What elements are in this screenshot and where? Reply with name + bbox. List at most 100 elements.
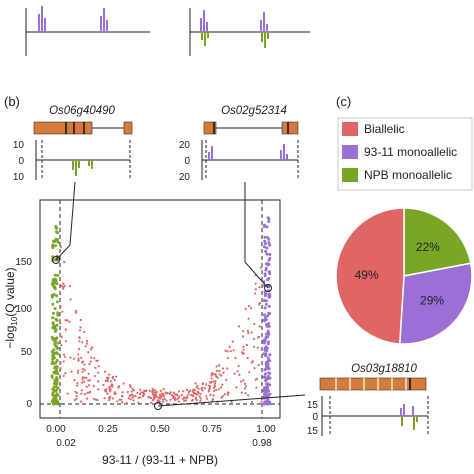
legend-swatch-npb xyxy=(342,168,358,182)
scatter-point xyxy=(267,322,271,325)
scatter-point xyxy=(59,361,62,364)
scatter-point xyxy=(85,376,88,379)
scatter-point xyxy=(202,382,205,385)
scatter-point xyxy=(265,246,269,250)
scatter-point xyxy=(267,237,271,241)
scatter-point xyxy=(92,385,95,388)
scatter-point xyxy=(51,316,55,320)
scatter-point xyxy=(218,373,221,376)
scatter-point xyxy=(215,388,218,391)
scatter-point xyxy=(210,380,213,384)
scatter-point xyxy=(226,357,229,360)
scatter-point xyxy=(134,395,137,398)
scatter-point xyxy=(91,346,94,349)
scatter-point xyxy=(89,348,92,351)
scatter-point xyxy=(50,374,54,378)
scatter-point xyxy=(268,392,272,396)
g3-tick-mid: 0 xyxy=(312,412,318,423)
scatter-point xyxy=(173,396,176,399)
scatter-point xyxy=(250,331,253,334)
scatter-point xyxy=(136,391,139,394)
scatter-point xyxy=(172,391,175,394)
scatter-point xyxy=(78,348,81,351)
scatter-point xyxy=(215,375,218,378)
scatter-point xyxy=(77,357,80,360)
scatter-point xyxy=(233,372,236,375)
scatter-point xyxy=(76,371,79,374)
legend-label-9311: 93-11 monoallelic xyxy=(364,145,457,159)
scatter-point xyxy=(77,359,80,362)
scatter-point xyxy=(238,373,241,376)
scatter-point xyxy=(78,329,82,332)
scatter-point xyxy=(51,246,55,250)
scatter-point xyxy=(61,310,64,313)
xtick-050: 0.50 xyxy=(150,424,170,435)
legend-swatch-9311 xyxy=(342,145,358,159)
scatter-point xyxy=(252,345,256,348)
scatter-point xyxy=(247,305,250,308)
scatter-point xyxy=(108,373,111,376)
scatter-point xyxy=(242,330,245,333)
scatter-point xyxy=(121,401,124,404)
scatter-point xyxy=(64,328,67,331)
scatter-point xyxy=(120,394,124,397)
scatter-point xyxy=(184,397,187,400)
scatter-point xyxy=(199,397,202,400)
scatter-point xyxy=(260,400,263,403)
scatter-point xyxy=(253,367,256,370)
scatter-point xyxy=(265,390,269,394)
highlight-point-1 xyxy=(52,256,60,264)
scatter-point xyxy=(53,280,57,284)
scatter-point xyxy=(185,388,189,392)
scatter-point xyxy=(190,399,193,402)
scatter-point xyxy=(213,386,216,389)
scatter-point xyxy=(155,394,158,397)
scatter-point xyxy=(224,349,227,352)
scatter-point xyxy=(266,374,270,378)
scatter-point xyxy=(262,386,266,390)
scatter-point xyxy=(83,330,86,334)
scatter-point xyxy=(51,322,55,325)
scatter-point xyxy=(75,397,78,400)
scatter-point xyxy=(60,284,63,287)
scatter-point xyxy=(106,380,109,383)
scatter-point xyxy=(228,345,231,348)
legend-label-biallelic: Biallelic xyxy=(364,122,405,136)
g3-tick-bot: 15 xyxy=(307,426,319,437)
scatter-point xyxy=(229,350,232,353)
scatter-point xyxy=(55,323,59,327)
scatter-point xyxy=(176,398,179,401)
scatter-point xyxy=(70,370,73,373)
scatter-point xyxy=(263,349,267,352)
scatter-point xyxy=(264,402,268,406)
scatter-point xyxy=(153,389,156,392)
scatter-point xyxy=(183,399,186,402)
scatter-point xyxy=(199,399,202,402)
scatter-point xyxy=(217,388,220,391)
scatter-point xyxy=(53,307,57,311)
scatter-point xyxy=(54,385,58,388)
scatter-point xyxy=(196,393,199,396)
scatter-point xyxy=(258,325,261,328)
scatter-point xyxy=(56,313,60,317)
scatter-point xyxy=(51,302,55,306)
scatter-point xyxy=(262,299,266,302)
scatter-point xyxy=(247,331,250,335)
scatter-point xyxy=(64,372,67,375)
scatter-point xyxy=(63,355,66,358)
scatter-point xyxy=(151,399,154,402)
scatter-point xyxy=(104,379,107,382)
scatter-point xyxy=(113,391,116,394)
scatter-point xyxy=(54,244,58,248)
scatter-point xyxy=(97,380,100,383)
pie-slice-1 xyxy=(398,262,473,345)
xtick-100: 1.00 xyxy=(256,424,276,435)
scatter-point xyxy=(54,225,58,228)
scatter-point xyxy=(243,387,247,390)
scatter-point xyxy=(265,393,269,397)
scatter-point xyxy=(62,374,65,377)
scatter-point xyxy=(169,391,172,394)
scatter-point xyxy=(200,387,203,390)
scatter-point xyxy=(262,394,266,398)
scatter-point xyxy=(131,396,134,399)
